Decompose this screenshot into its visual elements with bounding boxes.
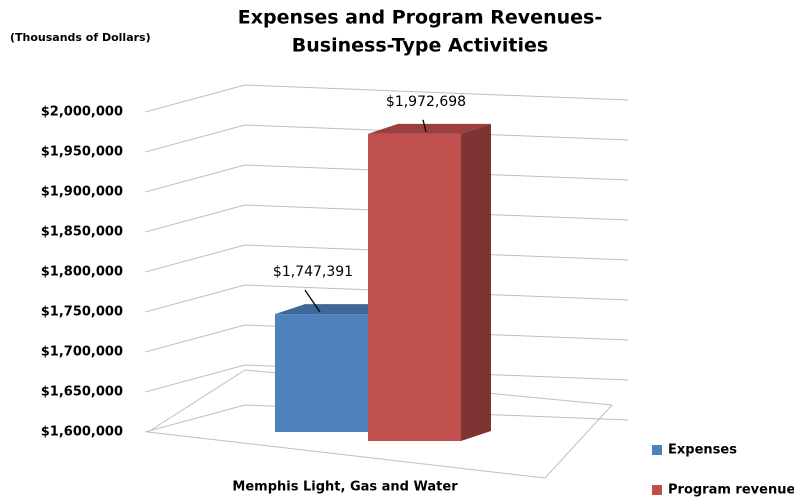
y-tick-label: $2,000,000 — [41, 105, 123, 120]
x-tick-label: Memphis Light, Gas and Water — [232, 480, 458, 495]
y-tick-label: $1,750,000 — [41, 305, 123, 320]
legend-swatch — [652, 485, 662, 495]
bar-top — [368, 123, 491, 134]
grid-line — [144, 404, 629, 433]
y-tick-label: $1,800,000 — [41, 265, 123, 280]
y-tick-label: $1,950,000 — [41, 145, 123, 160]
grid-line — [144, 124, 629, 153]
legend-swatch — [652, 445, 662, 455]
chart-title: Business-Type Activities — [292, 35, 548, 57]
leader-line — [304, 289, 321, 313]
data-label: $1,747,391 — [273, 264, 353, 280]
y-tick-label: $1,850,000 — [41, 225, 123, 240]
bar — [275, 314, 368, 432]
grid-line — [144, 284, 629, 313]
grid-line — [144, 364, 629, 393]
bar-side — [461, 123, 491, 441]
grid-line — [144, 324, 629, 353]
floor — [146, 369, 614, 479]
grid-line — [144, 244, 629, 273]
y-tick-label: $1,600,000 — [41, 425, 123, 440]
y-tick-label: $1,900,000 — [41, 185, 123, 200]
bar-top — [275, 304, 398, 315]
data-label: $1,972,698 — [386, 94, 466, 110]
legend-label: Expenses — [668, 443, 737, 458]
y-tick-label: $1,650,000 — [41, 385, 123, 400]
leader-line — [422, 119, 427, 132]
legend-label: Program revenues — [668, 483, 794, 498]
unit-label: (Thousands of Dollars) — [10, 31, 151, 44]
chart-title: Expenses and Program Revenues- — [238, 7, 602, 29]
y-tick-label: $1,700,000 — [41, 345, 123, 360]
grid-line — [144, 204, 629, 233]
bar — [368, 133, 461, 441]
grid-line — [144, 164, 629, 193]
grid-line — [144, 84, 629, 113]
